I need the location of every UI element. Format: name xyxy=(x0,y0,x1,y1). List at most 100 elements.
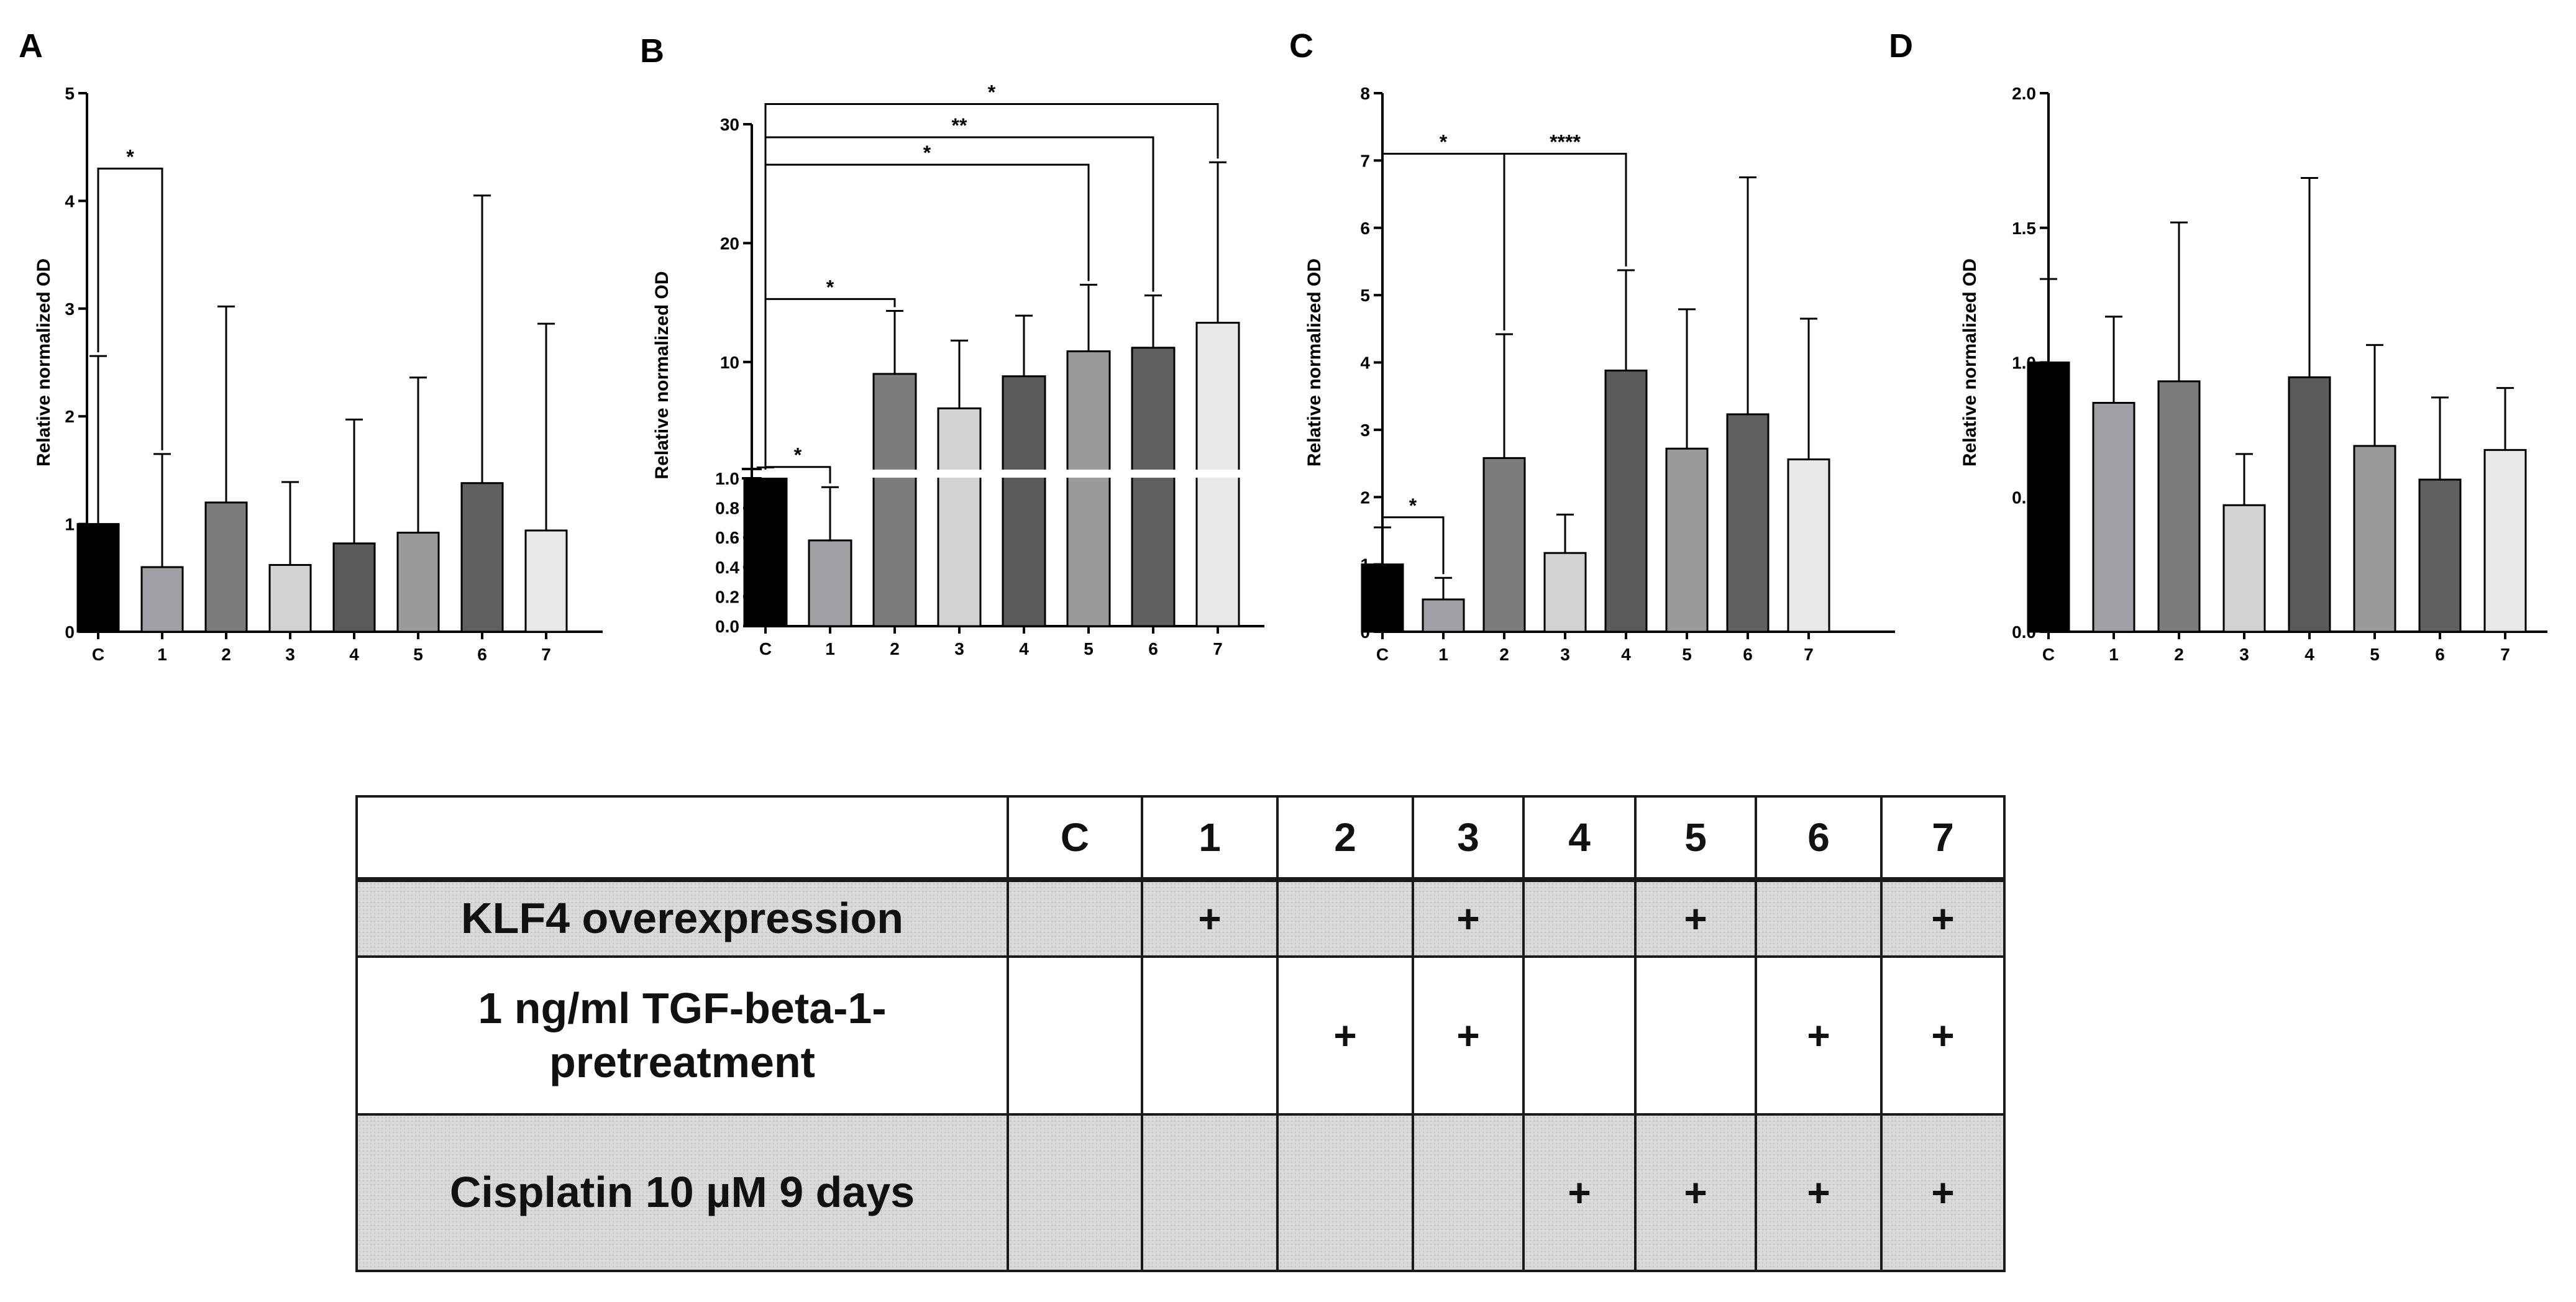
cell-tgf-2: + xyxy=(1276,955,1414,1116)
panel-c-x-tick-label-5: 5 xyxy=(1682,645,1692,664)
panel-d-bar-1 xyxy=(2092,402,2135,633)
panel-b-significance-label-c-7: * xyxy=(988,81,996,103)
panel-c-significance-label-c-1: * xyxy=(1409,494,1417,517)
cell-cis-7: + xyxy=(1880,1113,2006,1272)
panel-b-bar-6 xyxy=(1131,347,1176,627)
panel-b-bar-4 xyxy=(1002,375,1046,627)
row-label-cisplatin: Cisplatin 10 µM 9 days xyxy=(355,1113,1009,1272)
panel-b-y-tick-label: 30 xyxy=(720,115,739,134)
panel-c-bar-6 xyxy=(1726,413,1770,633)
panel-b-x-tick-label-3: 3 xyxy=(954,639,964,658)
panel-b-y-axis-title: Relative normalized OD xyxy=(652,271,672,479)
panel-a-y-tick-label: 0 xyxy=(65,622,75,642)
column-header-4: 4 xyxy=(1522,795,1637,882)
panel-b-x-tick-label-7: 7 xyxy=(1213,639,1223,658)
panel-d-bar-4 xyxy=(2288,376,2331,633)
panel-b-axis-break xyxy=(738,470,1276,478)
panel-c-y-tick-label: 7 xyxy=(1360,151,1370,170)
panel-d-x-tick-label-6: 6 xyxy=(2435,645,2445,664)
panel-d-bar-7 xyxy=(2483,448,2527,633)
panel-d-letter: D xyxy=(1889,27,1913,65)
panel-b-x-tick-label-4: 4 xyxy=(1019,639,1029,658)
panel-a-x-tick-label-5: 5 xyxy=(413,645,423,664)
panel-a-letter: A xyxy=(19,27,43,65)
panel-b-significance-label-c-2: * xyxy=(826,276,834,298)
chart-panel-c: Relative normalized OD012345678C1234567*… xyxy=(1304,84,1895,664)
panel-b-y-tick-label: 1.0 xyxy=(715,469,739,488)
table-corner-cell xyxy=(355,795,1009,882)
panel-c-x-tick-label-4: 4 xyxy=(1621,645,1631,664)
panel-c-x-tick-label-c: C xyxy=(1376,645,1389,664)
panel-c-y-tick-label: 5 xyxy=(1360,286,1370,305)
table-row-tgf: 1 ng/ml TGF-beta-1-pretreatment + + + + xyxy=(355,955,2006,1116)
panel-c-bar-4 xyxy=(1604,370,1648,633)
cell-cis-1 xyxy=(1141,1113,1279,1272)
panel-b-bar-c xyxy=(743,477,788,627)
cell-tgf-4 xyxy=(1522,955,1637,1116)
cell-tgf-7: + xyxy=(1880,955,2006,1116)
panel-b-significance-bracket-c-7 xyxy=(764,102,1219,464)
table-row-cisplatin: Cisplatin 10 µM 9 days + + + + xyxy=(355,1113,2006,1272)
panel-a-bar-5 xyxy=(396,531,440,633)
panel-a-x-tick-label-1: 1 xyxy=(157,645,167,664)
panel-a-x-tick-label-c: C xyxy=(92,645,104,664)
cell-klf4-c xyxy=(1007,878,1143,958)
panel-c-bar-2 xyxy=(1482,457,1526,633)
panel-c-y-tick-label: 2 xyxy=(1360,488,1370,507)
panel-a-bar-4 xyxy=(332,542,376,633)
panel-b-significance-label-c-5: * xyxy=(923,142,931,164)
row-label-tgf: 1 ng/ml TGF-beta-1-pretreatment xyxy=(355,955,1009,1116)
panel-d-x-tick-label-2: 2 xyxy=(2174,645,2184,664)
panel-c-bar-5 xyxy=(1665,447,1709,633)
panel-b-bar-5 xyxy=(1066,350,1111,627)
panel-b-x-tick-label-6: 6 xyxy=(1148,639,1158,658)
table-header-row: C 1 2 3 4 5 6 7 xyxy=(355,795,2006,882)
panel-b-x-tick-label-5: 5 xyxy=(1084,639,1094,658)
column-header-6: 6 xyxy=(1755,795,1883,882)
cell-tgf-6: + xyxy=(1755,955,1883,1116)
panel-b-significance-label-c-6: ** xyxy=(952,114,967,137)
cell-klf4-1: + xyxy=(1141,878,1279,958)
panel-d-x-tick-label-1: 1 xyxy=(2109,645,2119,664)
cell-cis-2 xyxy=(1276,1113,1414,1272)
panel-a-bar-2 xyxy=(204,501,248,633)
panel-b-x-tick-label-1: 1 xyxy=(825,639,835,658)
column-header-7: 7 xyxy=(1880,795,2006,882)
panel-b-y-tick-label: 0.4 xyxy=(715,558,739,577)
cell-klf4-7: + xyxy=(1880,878,2006,958)
panel-a-bar-7 xyxy=(524,529,568,633)
panel-a-y-axis-title: Relative normalized OD xyxy=(34,258,54,467)
panel-c-x-tick-label-2: 2 xyxy=(1499,645,1509,664)
panel-c-bar-7 xyxy=(1787,458,1830,633)
panel-d-y-tick-label: 2.0 xyxy=(2012,84,2036,103)
panel-c-significance-label-2-4: **** xyxy=(1550,131,1581,153)
cell-klf4-6 xyxy=(1755,878,1883,958)
panel-c-x-tick-label-3: 3 xyxy=(1560,645,1570,664)
cell-cis-c xyxy=(1007,1113,1143,1272)
panel-c-y-tick-label: 3 xyxy=(1360,421,1370,440)
panel-d-x-tick-label-5: 5 xyxy=(2370,645,2380,664)
panel-c-significance-label-c-2: * xyxy=(1440,131,1448,153)
panel-b-significance-bracket-c-1 xyxy=(764,463,831,484)
panel-a-bar-c xyxy=(76,523,120,633)
panel-b-letter: B xyxy=(640,32,664,70)
chart-panel-a: Relative normalized OD 0 1 2 3 4 5 C 1 2 3 4 5 6 7 * xyxy=(34,84,603,664)
panel-c-y-tick-label: 6 xyxy=(1360,219,1370,238)
panel-b-bar-3 xyxy=(937,407,982,627)
panel-a-bar-1 xyxy=(140,566,184,633)
panel-d-y-axis-title: Relative normalized OD xyxy=(1960,258,1980,467)
panel-a-x-tick-label-2: 2 xyxy=(221,645,231,664)
cell-tgf-3: + xyxy=(1412,955,1525,1116)
panel-b-y-tick-label: 0.2 xyxy=(715,587,739,606)
panel-c-y-tick-label: 8 xyxy=(1360,84,1370,103)
panel-b-y-tick-label: 0.6 xyxy=(715,528,739,547)
panel-a-x-tick-label-3: 3 xyxy=(285,645,295,664)
panel-a-y-tick-label: 5 xyxy=(65,84,75,103)
cell-cis-5: + xyxy=(1634,1113,1757,1272)
panel-a-bar-3 xyxy=(268,563,312,633)
panel-d-bar-6 xyxy=(2418,478,2462,633)
treatment-table: C 1 2 3 4 5 6 7 KLF4 overexpression + + … xyxy=(355,795,2006,1272)
cell-cis-6: + xyxy=(1755,1113,1883,1272)
panel-c-letter: C xyxy=(1289,27,1313,65)
column-header-1: 1 xyxy=(1141,795,1279,882)
